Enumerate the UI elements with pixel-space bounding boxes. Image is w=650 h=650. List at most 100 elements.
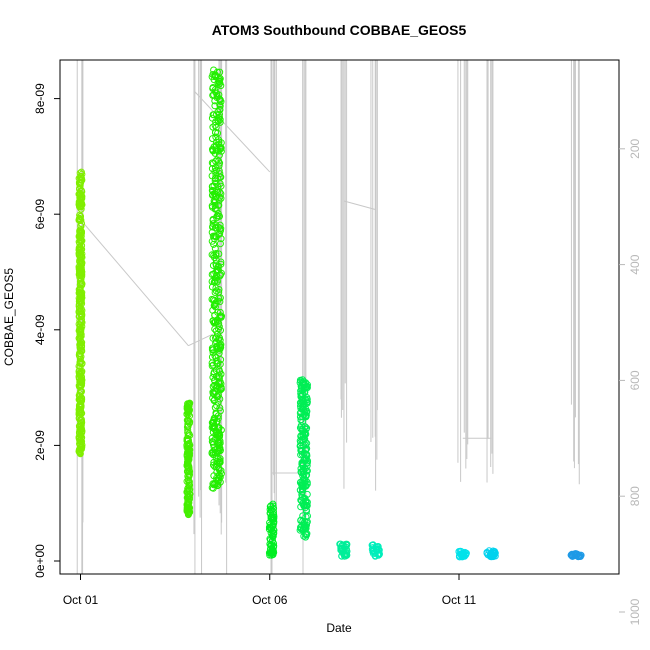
data-point (209, 317, 217, 325)
data-point (212, 250, 220, 257)
data-point (216, 455, 224, 463)
left-y-axis: 0e+00 2e-09 4e-09 6e-09 8e-09 (33, 83, 60, 578)
data-point (208, 172, 216, 180)
data-point (211, 289, 219, 296)
data-point (185, 497, 193, 505)
x-tick-label: Oct 01 (63, 593, 99, 607)
data-point (568, 550, 576, 558)
data-point (184, 416, 192, 424)
data-point (214, 263, 222, 271)
data-point (185, 492, 192, 500)
data-point (298, 493, 306, 501)
data-point (217, 269, 225, 277)
data-point (215, 341, 223, 349)
data-point (184, 484, 192, 492)
y-tick-label: 2e-09 (33, 430, 47, 461)
data-point (75, 233, 83, 241)
data-point (213, 333, 220, 341)
data-point (267, 502, 275, 510)
data-point (302, 413, 310, 421)
right-tick-label: 600 (628, 370, 642, 390)
data-point (208, 283, 216, 291)
data-point (211, 72, 219, 79)
data-point (298, 459, 306, 467)
data-point (369, 548, 377, 556)
data-point (217, 326, 224, 334)
data-point (212, 221, 220, 229)
data-point (216, 230, 224, 238)
data-point (567, 551, 575, 559)
data-point (76, 281, 84, 289)
data-point (214, 188, 221, 196)
x-tick-label: Oct 11 (442, 593, 477, 607)
data-point (75, 308, 83, 316)
x-axis-label: Date (326, 621, 352, 635)
data-point (77, 332, 85, 340)
data-point (267, 506, 275, 513)
data-point (77, 340, 85, 348)
data-point (297, 390, 305, 397)
data-point (78, 434, 86, 441)
data-point (215, 231, 223, 238)
data-point (75, 406, 83, 414)
data-point (217, 98, 225, 106)
data-point (210, 396, 218, 404)
y-axis-label: COBBAE_GEOS5 (2, 268, 16, 366)
data-point (75, 447, 83, 455)
data-point (214, 129, 222, 137)
data-point (301, 521, 309, 529)
data-point (212, 334, 219, 342)
chart-title: ATOM3 Southbound COBBAE_GEOS5 (212, 22, 467, 38)
data-point (211, 299, 219, 307)
data-point (185, 479, 193, 487)
data-point (209, 111, 217, 119)
data-point (267, 525, 275, 533)
data-point (213, 146, 221, 154)
y-tick-label: 8e-09 (33, 83, 47, 114)
data-point (487, 551, 495, 559)
plot-frame (59, 59, 620, 575)
data-point (301, 412, 309, 420)
data-point (303, 382, 311, 390)
data-point (298, 450, 306, 458)
data-point (490, 551, 498, 559)
data-point (301, 517, 309, 525)
data-point (215, 320, 223, 327)
data-point (77, 173, 85, 181)
data-point (300, 532, 308, 540)
data-point (76, 215, 84, 223)
data-point (343, 540, 351, 548)
data-point (216, 458, 224, 466)
data-point (210, 197, 218, 205)
data-point (215, 372, 223, 380)
data-point (216, 74, 224, 82)
data-point (210, 270, 218, 278)
data-point (215, 346, 223, 354)
data-point (210, 278, 218, 286)
data-point (184, 458, 191, 466)
data-point (296, 376, 304, 384)
data-point (209, 484, 217, 492)
data-point (296, 437, 304, 445)
data-point (212, 224, 220, 232)
data-point (76, 295, 84, 303)
data-point (211, 102, 219, 110)
data-point (209, 145, 216, 153)
data-point (298, 406, 306, 413)
data-point (213, 206, 221, 214)
data-point (297, 525, 305, 533)
data-point (212, 463, 220, 471)
data-point (77, 200, 85, 208)
data-point (340, 542, 348, 550)
data-point (76, 277, 84, 285)
data-point (210, 251, 218, 259)
data-point (215, 325, 222, 333)
data-point (216, 101, 224, 109)
data-point (214, 345, 222, 353)
data-point (303, 395, 311, 403)
data-point (216, 145, 224, 153)
data-point (213, 373, 220, 380)
data-point (76, 169, 84, 177)
data-point (77, 168, 85, 176)
